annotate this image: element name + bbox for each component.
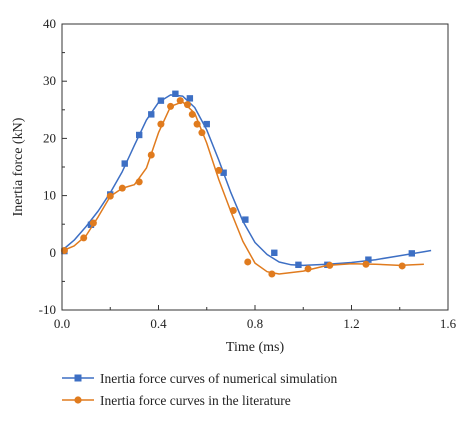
data-point-simulation [203, 120, 210, 128]
data-point-simulation [148, 111, 155, 118]
data-point-literature [198, 129, 206, 137]
y-tick-label: 20 [43, 130, 56, 145]
data-point-simulation [136, 131, 143, 139]
data-point-literature [176, 97, 184, 105]
data-point-literature [60, 247, 68, 255]
y-axis-title: Inertia force (kN) [11, 117, 26, 216]
y-tick-label: -10 [39, 302, 56, 317]
data-point-literature [135, 178, 143, 186]
data-point-simulation [220, 169, 227, 176]
data-point-simulation [172, 90, 179, 97]
data-point-simulation [408, 250, 416, 257]
legend-label-simulation: Inertia force curves of numerical simula… [100, 371, 338, 386]
series-line-simulation [61, 94, 432, 267]
x-axis-title: Time (ms) [226, 340, 285, 355]
legend-item-simulation: Inertia force curves of numerical simula… [62, 371, 338, 386]
data-point-literature [229, 206, 237, 214]
x-tick-label: 0.4 [150, 316, 167, 331]
legend-label-literature: Inertia force curves in the literature [100, 393, 291, 408]
data-point-simulation [157, 97, 165, 104]
data-point-literature [89, 219, 97, 227]
legend: Inertia force curves of numerical simula… [62, 371, 338, 408]
data-point-literature [118, 184, 126, 192]
data-point-literature [183, 101, 191, 109]
data-point-simulation [271, 249, 278, 256]
series-layer [60, 90, 432, 278]
data-point-literature [106, 192, 114, 200]
x-tick-label: 0.0 [54, 316, 70, 331]
data-point-literature [244, 258, 252, 266]
data-point-literature [188, 110, 196, 118]
data-point-literature [167, 102, 175, 110]
y-tick-label: 10 [43, 188, 56, 203]
x-tick-label: 1.6 [440, 316, 457, 331]
data-point-literature [268, 270, 276, 278]
data-point-literature [147, 151, 155, 159]
ticks-layer: 0.0 0.4 0.8 1.2 1.6 -10 0 10 20 30 40 [39, 16, 457, 331]
y-tick-label: 40 [43, 16, 56, 31]
legend-marker-simulation [74, 374, 82, 382]
data-point-literature [362, 260, 370, 268]
data-point-simulation [186, 95, 194, 102]
series-line-literature [61, 101, 424, 275]
data-point-literature [304, 265, 312, 273]
y-tick-label: 0 [50, 245, 57, 260]
data-point-literature [326, 261, 334, 269]
legend-item-literature: Inertia force curves in the literature [62, 393, 291, 408]
legend-marker-literature [74, 396, 82, 404]
x-tick-label: 0.8 [247, 316, 263, 331]
data-point-simulation [295, 261, 302, 269]
data-point-simulation [365, 256, 372, 263]
y-tick-label: 30 [43, 73, 56, 88]
data-point-literature [157, 120, 165, 128]
data-point-literature [398, 262, 406, 270]
plot-frame [61, 23, 449, 311]
data-point-literature [80, 234, 88, 242]
data-point-literature [193, 120, 201, 128]
data-point-simulation [121, 160, 128, 167]
x-tick-label: 1.2 [343, 316, 359, 331]
data-point-literature [215, 166, 223, 174]
data-point-simulation [242, 216, 249, 223]
